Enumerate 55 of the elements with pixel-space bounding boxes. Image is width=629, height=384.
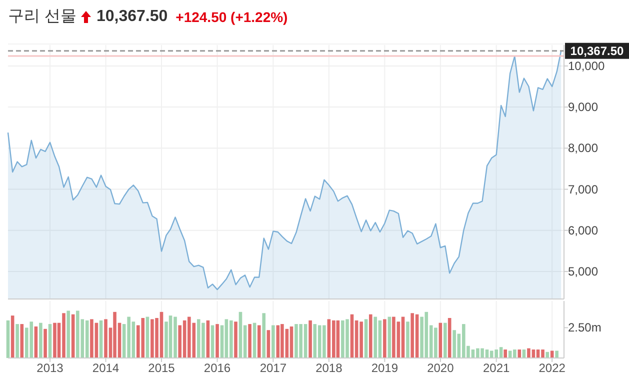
x-tick-label: 2021 xyxy=(482,361,510,375)
bar xyxy=(444,322,447,358)
text: 10,367.50 xyxy=(96,8,168,26)
y-tick-label: 9,000 xyxy=(568,100,598,114)
bar xyxy=(504,350,507,358)
bar xyxy=(374,316,378,358)
x-tick-label: 2018 xyxy=(316,361,343,375)
bar xyxy=(99,320,103,358)
y-tick-label: 2.50m xyxy=(568,320,602,335)
ref-line-label: 10,367.50 xyxy=(570,44,624,58)
bar xyxy=(364,319,368,358)
bar xyxy=(383,319,386,358)
x-tick-label: 2019 xyxy=(371,361,398,375)
bar xyxy=(238,312,242,358)
y-tick-label: 7,000 xyxy=(568,182,598,196)
bar xyxy=(257,325,261,358)
bar xyxy=(10,316,14,358)
bar xyxy=(518,350,522,358)
bar xyxy=(272,325,275,358)
bar xyxy=(262,313,266,358)
bar xyxy=(266,330,270,358)
bar xyxy=(206,320,210,358)
bar xyxy=(39,322,42,358)
bar xyxy=(216,324,219,358)
bar xyxy=(53,322,56,358)
chart-title: 구리 선물 xyxy=(8,7,76,27)
bar xyxy=(555,350,558,358)
bar xyxy=(20,324,24,358)
bar xyxy=(406,322,410,358)
y-tick-label: 10,000 xyxy=(568,58,606,73)
x-tick-label: 2017 xyxy=(260,361,287,375)
bar xyxy=(350,314,354,358)
y-tick-label: 6,000 xyxy=(568,223,598,238)
bar xyxy=(48,324,52,358)
bar xyxy=(71,314,75,358)
bar xyxy=(248,324,252,358)
bar xyxy=(6,320,10,358)
x-tick-label: 2015 xyxy=(148,361,176,375)
bar xyxy=(234,322,238,358)
bar xyxy=(66,310,70,358)
bar xyxy=(336,320,340,358)
bar xyxy=(546,352,549,358)
bar xyxy=(44,328,47,358)
x-tick-label: 2020 xyxy=(427,361,454,375)
x-tick-label: 2013 xyxy=(36,361,64,375)
bar xyxy=(16,324,19,358)
bar xyxy=(368,314,372,358)
x-tick-label: 2016 xyxy=(204,361,231,375)
text: +124.50 (+1.22%) xyxy=(176,8,288,24)
x-tick-label: 2014 xyxy=(92,361,120,375)
bar xyxy=(448,318,452,358)
x-tick-label: 2022 xyxy=(538,361,566,375)
bar xyxy=(308,320,312,358)
y-tick-label: 8,000 xyxy=(568,141,598,156)
y-tick-label: 5,000 xyxy=(568,264,598,278)
